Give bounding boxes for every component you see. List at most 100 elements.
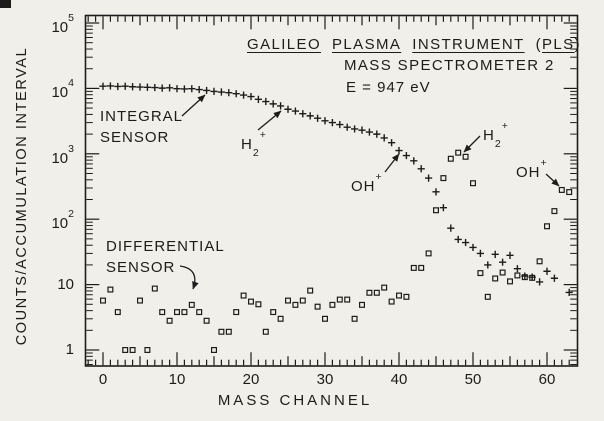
integral-sensor-point (262, 97, 270, 106)
differential-sensor-point (551, 208, 558, 215)
differential-sensor-point (388, 298, 395, 305)
annotation-differential-sensor: DIFFERENTIAL SENSOR (106, 238, 225, 276)
integral-sensor-point (550, 274, 558, 282)
energy-label: E = 947 eV (346, 79, 431, 96)
differential-sensor-point (359, 301, 366, 308)
integral-sensor-point (447, 224, 455, 232)
annotation-oh-plus-left: OH+ (351, 171, 383, 195)
integral-sensor-point (143, 83, 151, 91)
integral-sensor-point (225, 89, 233, 97)
title-word: PLASMA (332, 36, 402, 53)
differential-sensor-point (373, 289, 380, 296)
differential-sensor-point (447, 155, 454, 162)
scan-artifact (0, 0, 11, 8)
paren-close: ) (574, 36, 581, 53)
differential-sensor-point (462, 153, 469, 160)
differential-sensor-point (225, 328, 232, 335)
integral-sensor-point (365, 128, 373, 136)
integral-sensor-point (536, 278, 544, 286)
differential-sensor-point (396, 292, 403, 299)
integral-sensor-point (129, 83, 137, 91)
x-tick-label: 20 (242, 371, 260, 388)
differential-sensor-point (403, 293, 410, 300)
differential-sensor-point (477, 270, 484, 277)
integral-sensor-point (425, 174, 433, 182)
integral-sensor-point (491, 250, 499, 258)
differential-sensor-point (144, 347, 151, 354)
integral-sensor-point (565, 288, 573, 296)
differential-sensor-point (314, 303, 321, 310)
differential-sensor-point (351, 315, 358, 322)
differential-sensor-point (529, 274, 536, 281)
differential-sensor-point (440, 175, 447, 182)
y-tick-label: 104 (51, 77, 74, 102)
integral-sensor-point (114, 82, 122, 91)
differential-sensor-point (536, 258, 543, 265)
y-tick-label: 1 (65, 341, 74, 358)
differential-sensor-point (248, 298, 255, 305)
integral-sensor-point (240, 91, 248, 99)
annotation-h2-plus-right: H2+ (483, 120, 509, 150)
differential-sensor-point (322, 315, 329, 322)
integral-sensor-point (358, 126, 366, 134)
differential-sensor-point (233, 309, 240, 316)
integral-sensor-point (402, 151, 410, 160)
integral-sensor-point (284, 105, 292, 113)
differential-sensor-point (455, 149, 462, 156)
differential-sensor-point (262, 328, 269, 335)
integral-sensor-point (469, 243, 477, 252)
integral-sensor-point (121, 82, 129, 90)
chart-subtitle: MASS SPECTROMETER 2 (344, 57, 555, 74)
integral-sensor-point (188, 85, 196, 93)
integral-sensor-point (173, 85, 181, 93)
differential-sensor-point (366, 289, 373, 296)
differential-sensor-point (270, 309, 277, 316)
integral-sensor-point (158, 84, 166, 92)
integral-sensor-point (269, 100, 277, 108)
integral-sensor-point (543, 267, 551, 275)
differential-sensor-point (299, 297, 306, 304)
integral-sensor-point (180, 85, 188, 93)
integral-sensor-point (380, 134, 388, 142)
differential-sensor-point (470, 180, 477, 187)
oh-plus-left-arrow (384, 153, 400, 173)
differential-sensor-point (174, 309, 181, 316)
integral-sensor-point (291, 107, 299, 115)
integral-sensor-point (343, 123, 351, 131)
differential-sensor-point (255, 301, 262, 308)
differential-sensor-point (137, 297, 144, 304)
differential-sensor-point (114, 309, 121, 316)
differential-sensor-point (329, 301, 336, 308)
integral-sensor-point (462, 238, 470, 247)
h2-plus-right-arrow (463, 135, 481, 153)
title-word: INSTRUMENT (412, 36, 525, 53)
title-word: PLS (542, 36, 575, 53)
differential-sensor-point (181, 309, 188, 316)
integral-sensor-point (513, 265, 521, 273)
differential-sensor-point (418, 264, 425, 271)
differential-sensor-point (484, 293, 491, 300)
x-axis-title: MASS CHANNEL (217, 392, 373, 409)
integral-sensor-point (232, 90, 240, 98)
differential-sensor-point (543, 223, 550, 230)
x-tick-label: 0 (98, 371, 108, 388)
chart-title: GALILEO PLASMA INSTRUMENT (PLS) (247, 36, 581, 53)
differential-sensor-point (151, 285, 158, 292)
differential-sensor-point (122, 347, 129, 354)
annotation-integral-sensor: INTEGRAL SENSOR (100, 108, 184, 146)
paren-open: ( (535, 36, 543, 53)
x-tick-label: 30 (316, 371, 334, 388)
integral-sensor-point (417, 165, 425, 173)
integral-sensor-point (217, 88, 225, 96)
differential-sensor-arrow (179, 265, 199, 290)
integral-sensor-point (314, 114, 322, 122)
differential-sensor-point (336, 296, 343, 303)
differential-sensor-point (277, 315, 284, 322)
integral-sensor-point (210, 87, 218, 95)
title-pls: (PLS) (536, 36, 581, 53)
integral-sensor-point (306, 112, 314, 120)
differential-sensor-point (566, 189, 573, 196)
integral-sensor-point (195, 85, 203, 94)
